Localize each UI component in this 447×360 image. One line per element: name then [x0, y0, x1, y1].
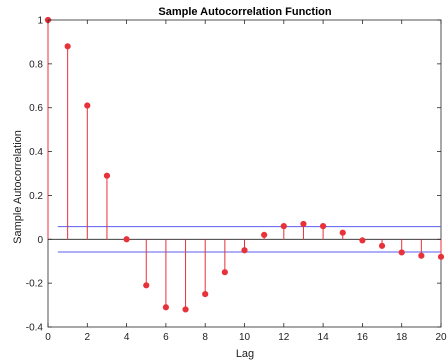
stem-marker [103, 172, 111, 179]
y-tick-label: 0 [37, 235, 43, 246]
stem-marker [182, 306, 189, 313]
stem-marker [143, 282, 150, 289]
stem-marker [241, 247, 248, 254]
stem-marker [123, 236, 130, 243]
plot-area [47, 19, 442, 328]
x-tick-label: 0 [45, 332, 51, 343]
y-tick-label: 1 [37, 16, 43, 27]
y-tick-label: 0.4 [29, 147, 43, 158]
plot-frame [47, 19, 442, 328]
y-tick-label: 0.8 [29, 59, 43, 70]
stem-marker [162, 304, 169, 311]
y-tick-label: -0.4 [26, 323, 44, 334]
stem-marker [84, 102, 91, 109]
chart-title: Sample Autocorrelation Function [158, 6, 331, 18]
x-tick-label: 12 [278, 332, 290, 343]
x-tick-label: 18 [396, 332, 408, 343]
x-tick-label: 14 [318, 332, 330, 343]
y-axis-label: Sample Autocorrelation [12, 130, 24, 244]
stem-marker [261, 231, 268, 238]
y-tick-label: 0.2 [29, 191, 43, 202]
stem-marker [221, 269, 228, 276]
x-tick-label: 2 [85, 332, 91, 343]
x-tick-label: 8 [202, 332, 208, 343]
stem-marker [320, 223, 327, 230]
stem-marker [280, 223, 287, 230]
stem-marker [437, 253, 445, 260]
stem-marker [418, 252, 425, 259]
x-tick-label: 4 [124, 332, 130, 343]
stem-marker [359, 237, 366, 244]
x-tick-label: 10 [239, 332, 251, 343]
x-tick-label: 6 [163, 332, 169, 343]
axis-ticks: 0 2 4 6 8 10 12 14 16 18 20 -0.4 -0.2 0 0.2 0.4 0.6 0.8 1 [26, 16, 447, 344]
stem-marker [300, 220, 307, 228]
x-tick-label: 20 [435, 332, 447, 343]
stem-marker [202, 291, 209, 298]
y-tick-label: 0.6 [29, 103, 43, 114]
x-axis-label: Lag [236, 348, 254, 360]
x-tick-label: 16 [357, 332, 369, 343]
stem-marker [64, 43, 71, 50]
stem-marker [378, 242, 386, 249]
stem-marker [398, 249, 405, 256]
y-tick-label: -0.2 [26, 279, 44, 290]
confidence-bounds [57, 226, 441, 253]
stem-marker [339, 229, 346, 236]
